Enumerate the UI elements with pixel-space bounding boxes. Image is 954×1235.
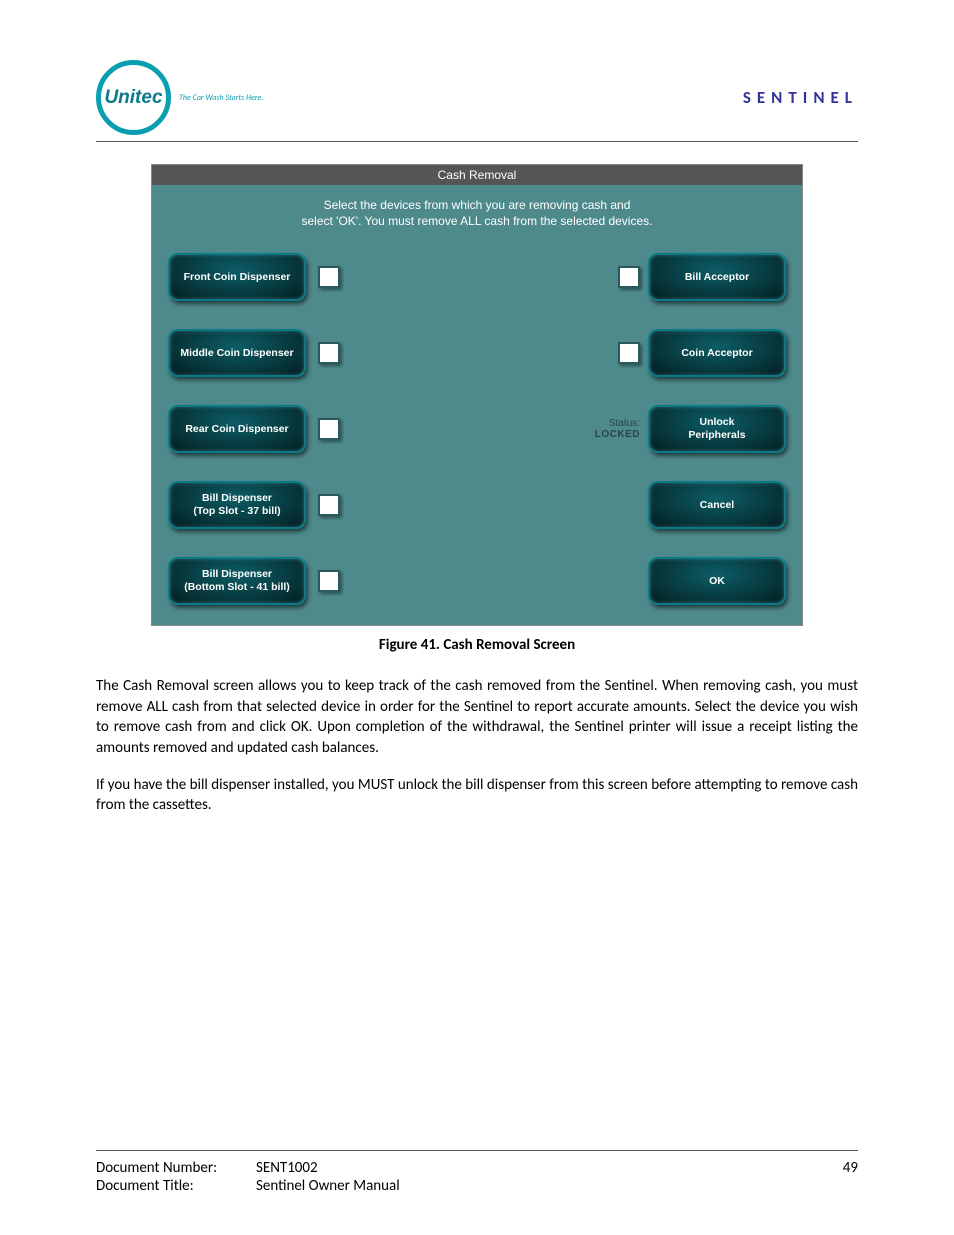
bill-acceptor-checkbox[interactable]	[618, 266, 640, 288]
logo-tagline: The Car Wash Starts Here.	[179, 93, 263, 103]
page-header: Unitec The Car Wash Starts Here. SENTINE…	[96, 60, 858, 142]
instruction-line-1: Select the devices from which you are re…	[324, 198, 631, 212]
doc-title-label: Document Title:	[96, 1177, 256, 1195]
doc-number-value: SENT1002	[256, 1159, 318, 1177]
device-row: OK	[595, 557, 786, 605]
status-line-1: Status:	[595, 418, 640, 429]
logo-circle-icon: Unitec	[96, 60, 171, 135]
logo: Unitec The Car Wash Starts Here.	[96, 60, 263, 135]
device-row: Coin Acceptor	[595, 329, 786, 377]
bill-dispenser-top-button[interactable]: Bill Dispenser(Top Slot - 37 bill)	[168, 481, 306, 529]
screenshot-titlebar: Cash Removal	[152, 165, 802, 185]
device-row: Front Coin Dispenser	[168, 253, 340, 301]
screenshot-body: Select the devices from which you are re…	[152, 185, 802, 625]
footer-left: Document Number: SENT1002 Document Title…	[96, 1159, 400, 1195]
middle-coin-dispenser-checkbox[interactable]	[318, 342, 340, 364]
rear-coin-dispenser-checkbox[interactable]	[318, 418, 340, 440]
rear-coin-dispenser-button[interactable]: Rear Coin Dispenser	[168, 405, 306, 453]
page-number: 49	[843, 1159, 858, 1195]
device-row: Middle Coin Dispenser	[168, 329, 340, 377]
bill-dispenser-top-checkbox[interactable]	[318, 494, 340, 516]
middle-coin-dispenser-button[interactable]: Middle Coin Dispenser	[168, 329, 306, 377]
ok-button[interactable]: OK	[648, 557, 786, 605]
lock-status-label: Status: LOCKED	[595, 418, 640, 440]
unlock-peripherals-button[interactable]: UnlockPeripherals	[648, 405, 786, 453]
coin-acceptor-checkbox[interactable]	[618, 342, 640, 364]
left-device-column: Front Coin Dispenser Middle Coin Dispens…	[168, 253, 340, 605]
device-row: Bill Acceptor	[595, 253, 786, 301]
page-footer: Document Number: SENT1002 Document Title…	[96, 1150, 858, 1195]
bill-dispenser-bottom-button[interactable]: Bill Dispenser(Bottom Slot - 41 bill)	[168, 557, 306, 605]
body-paragraph-1: The Cash Removal screen allows you to ke…	[96, 676, 858, 759]
front-coin-dispenser-checkbox[interactable]	[318, 266, 340, 288]
device-row: Bill Dispenser(Top Slot - 37 bill)	[168, 481, 340, 529]
cancel-button[interactable]: Cancel	[648, 481, 786, 529]
instruction-line-2: select 'OK'. You must remove ALL cash fr…	[302, 214, 653, 228]
right-action-column: Bill Acceptor Coin Acceptor Status: LOCK…	[595, 253, 786, 605]
logo-text: Unitec	[104, 87, 162, 109]
body-paragraph-2: If you have the bill dispenser installed…	[96, 775, 858, 816]
front-coin-dispenser-button[interactable]: Front Coin Dispenser	[168, 253, 306, 301]
device-row: Bill Dispenser(Bottom Slot - 41 bill)	[168, 557, 340, 605]
coin-acceptor-button[interactable]: Coin Acceptor	[648, 329, 786, 377]
screenshot-instructions: Select the devices from which you are re…	[168, 197, 786, 229]
brand-name: SENTINEL	[743, 87, 858, 108]
figure-caption: Figure 41. Cash Removal Screen	[96, 636, 858, 654]
device-row: Status: LOCKED UnlockPeripherals	[595, 405, 786, 453]
doc-title-value: Sentinel Owner Manual	[256, 1177, 400, 1195]
footer-divider	[96, 1150, 858, 1151]
bill-dispenser-bottom-checkbox[interactable]	[318, 570, 340, 592]
bill-acceptor-button[interactable]: Bill Acceptor	[648, 253, 786, 301]
device-row: Cancel	[595, 481, 786, 529]
device-row: Rear Coin Dispenser	[168, 405, 340, 453]
cash-removal-screenshot: Cash Removal Select the devices from whi…	[151, 164, 803, 626]
doc-number-label: Document Number:	[96, 1159, 256, 1177]
status-line-2: LOCKED	[595, 429, 640, 440]
